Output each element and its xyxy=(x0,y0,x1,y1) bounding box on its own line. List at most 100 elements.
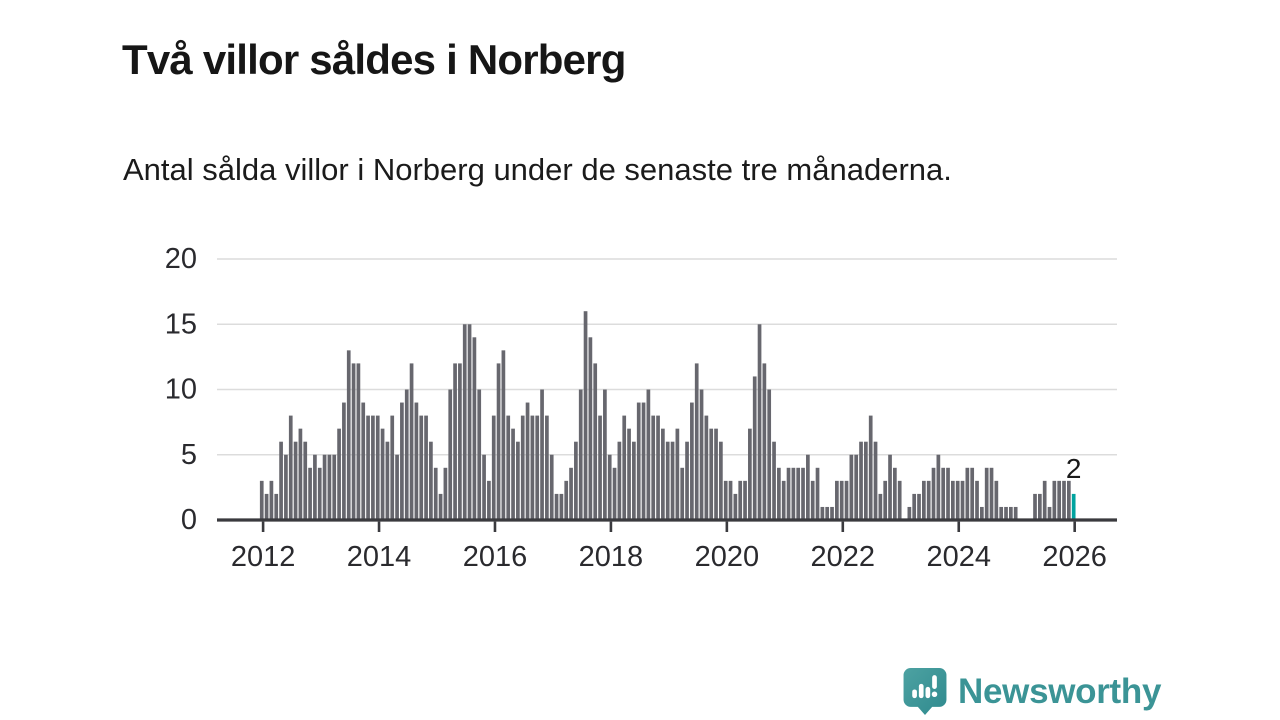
bar xyxy=(723,480,728,521)
logo-exclamation-dot xyxy=(931,691,938,698)
chart-subtitle: Antal sålda villor i Norberg under de se… xyxy=(123,152,952,187)
bar xyxy=(559,493,564,521)
bar xyxy=(467,324,472,521)
bar xyxy=(859,441,863,521)
bar xyxy=(854,454,859,521)
bar xyxy=(448,389,453,521)
bar xyxy=(477,389,482,521)
x-axis-tick-label: 2026 xyxy=(1042,541,1107,573)
bar xyxy=(980,506,984,521)
bar xyxy=(781,480,786,521)
bar xyxy=(501,350,506,521)
x-axis-tick-label: 2014 xyxy=(347,541,412,573)
bar xyxy=(627,428,631,521)
bar xyxy=(675,428,680,521)
bar xyxy=(380,428,385,521)
bar xyxy=(327,454,332,521)
bar xyxy=(680,467,685,521)
bar xyxy=(1052,480,1057,521)
bar xyxy=(849,454,854,521)
bar xyxy=(603,389,607,521)
bar xyxy=(264,493,269,521)
x-axis-tick-label: 2012 xyxy=(231,541,296,573)
bar xyxy=(864,441,868,521)
x-axis-tick-label: 2024 xyxy=(926,541,991,573)
bar xyxy=(699,389,704,521)
bar xyxy=(989,467,994,521)
bar xyxy=(371,415,375,521)
bar xyxy=(651,415,656,521)
bar xyxy=(839,480,844,521)
bar xyxy=(936,454,941,521)
bar xyxy=(419,415,424,521)
bar xyxy=(617,441,622,521)
bar xyxy=(1009,506,1013,521)
bar xyxy=(607,454,612,521)
bar xyxy=(612,467,617,521)
bar xyxy=(661,428,665,521)
bar xyxy=(670,441,675,521)
bar xyxy=(511,428,515,521)
bar xyxy=(375,415,380,521)
bar xyxy=(893,467,897,521)
bar xyxy=(636,402,641,521)
x-axis-tick-label: 2020 xyxy=(695,541,760,573)
bar xyxy=(772,441,776,521)
newsworthy-brand: Newsworthy xyxy=(903,668,1161,715)
bar xyxy=(791,467,796,521)
bar xyxy=(975,480,979,521)
bar xyxy=(540,389,544,521)
bar xyxy=(767,389,772,521)
bar xyxy=(820,506,825,521)
bar xyxy=(656,415,660,521)
bar xyxy=(965,467,970,521)
bar xyxy=(762,363,767,521)
bar xyxy=(665,441,670,521)
bar xyxy=(888,454,892,521)
bar xyxy=(917,493,921,521)
bar xyxy=(1042,480,1047,521)
bar xyxy=(835,480,839,521)
bar xyxy=(912,493,917,521)
bar xyxy=(801,467,805,521)
bar xyxy=(757,324,762,521)
bar xyxy=(593,363,598,521)
logo-bar-1 xyxy=(912,689,917,699)
bar xyxy=(583,311,588,521)
bar xyxy=(844,480,849,521)
bar xyxy=(337,428,341,521)
bar xyxy=(810,480,815,521)
bar xyxy=(482,454,486,521)
bar xyxy=(385,441,390,521)
bar xyxy=(926,480,931,521)
bar xyxy=(400,402,404,521)
bar xyxy=(946,467,950,521)
bar xyxy=(472,337,477,521)
bar xyxy=(317,467,322,521)
bar xyxy=(873,441,878,521)
bar xyxy=(525,402,530,521)
bar xyxy=(646,389,651,521)
bars-group xyxy=(259,311,1076,521)
bar xyxy=(685,441,689,521)
bar xyxy=(443,467,448,521)
bar xyxy=(404,389,409,521)
bar xyxy=(777,467,781,521)
bar xyxy=(395,454,399,521)
bar xyxy=(569,467,573,521)
bar xyxy=(999,506,1004,521)
bar xyxy=(868,415,873,521)
bar xyxy=(830,506,834,521)
bar xyxy=(458,363,462,521)
bar xyxy=(970,467,975,521)
bar xyxy=(984,467,989,521)
bar xyxy=(535,415,540,521)
bar xyxy=(288,415,293,521)
bar xyxy=(284,454,288,521)
x-axis-tick-label: 2018 xyxy=(579,541,644,573)
y-axis-tick-label: 0 xyxy=(181,504,197,536)
bar xyxy=(897,480,902,521)
x-axis-labels: 2012 2014 2016 2018 2020 2022 2024 2026 xyxy=(231,521,1107,573)
bar xyxy=(1033,493,1037,521)
